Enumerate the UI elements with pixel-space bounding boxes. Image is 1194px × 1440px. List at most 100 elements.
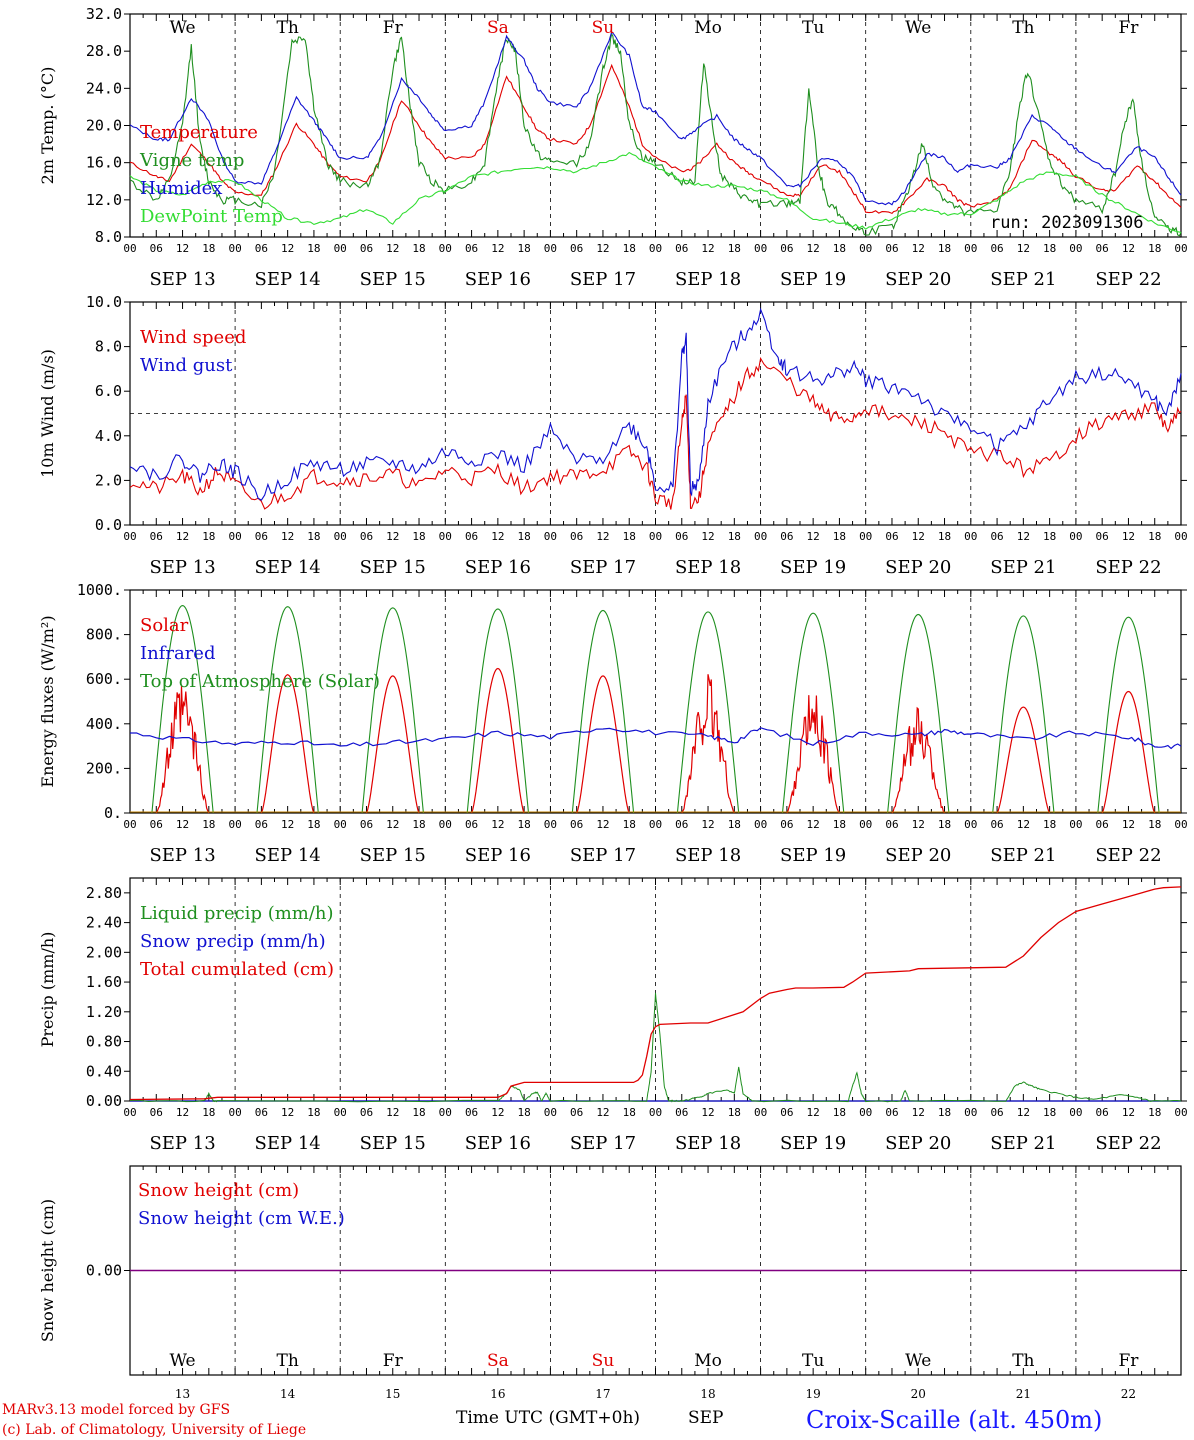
series-line xyxy=(129,32,1182,237)
panel-temp: 8.0 12.0 16.0 20.0 24.0 28.0 32.0 2m Temp. (°C)… xyxy=(38,5,1188,290)
weekday-label: Th xyxy=(277,1351,299,1371)
hour-tick-label: 18 xyxy=(728,242,741,255)
hour-tick-label: 06 xyxy=(570,818,583,831)
y-tick-label: 400. xyxy=(86,715,122,733)
day-number-label: 16 xyxy=(490,1387,505,1401)
y-axis-label: 10m Wind (m/s) xyxy=(38,349,57,478)
hour-tick-label: 00 xyxy=(228,1106,241,1119)
date-label: SEP 13 xyxy=(149,269,215,290)
hour-tick-label: 12 xyxy=(912,818,925,831)
hour-tick-label: 00 xyxy=(334,530,347,543)
hour-tick-label: 12 xyxy=(491,242,504,255)
weekday-label: Fr xyxy=(383,1351,404,1371)
hour-tick-label: 18 xyxy=(202,530,215,543)
date-label: SEP 22 xyxy=(1095,1133,1161,1154)
hour-tick-label: 18 xyxy=(728,1106,741,1119)
weekday-label: We xyxy=(169,1351,195,1371)
hour-tick-label: 00 xyxy=(334,818,347,831)
date-label: SEP 22 xyxy=(1095,557,1161,578)
hour-tick-label: 06 xyxy=(780,530,793,543)
hour-tick-label: 00 xyxy=(1069,530,1082,543)
x-axis-title: Time UTC (GMT+0h) xyxy=(456,1408,640,1428)
hour-tick-label: 06 xyxy=(1096,818,1109,831)
legend-infrared: Infrared xyxy=(140,643,215,664)
date-label: SEP 22 xyxy=(1095,269,1161,290)
date-label: SEP 13 xyxy=(149,1133,215,1154)
date-label: SEP 14 xyxy=(255,845,321,866)
hour-tick-label: 18 xyxy=(412,530,425,543)
hour-tick-label: 12 xyxy=(596,1106,609,1119)
toa-curve xyxy=(781,612,845,814)
hour-tick-label: 06 xyxy=(885,818,898,831)
y-tick-label: 0.40 xyxy=(86,1062,122,1080)
y-tick-label: 2.40 xyxy=(86,914,122,932)
hour-tick-label: 12 xyxy=(1122,1106,1135,1119)
hour-tick-label: 00 xyxy=(649,1106,662,1119)
hour-tick-label: 06 xyxy=(885,530,898,543)
hour-tick-label: 06 xyxy=(1096,530,1109,543)
hour-tick-label: 18 xyxy=(728,818,741,831)
hour-tick-label: 18 xyxy=(412,242,425,255)
weekday-label: Fr xyxy=(383,18,404,38)
date-label: SEP 16 xyxy=(465,269,531,290)
y-tick-label: 200. xyxy=(86,759,122,777)
y-tick-label: 1.20 xyxy=(86,1003,122,1021)
hour-tick-label: 12 xyxy=(701,1106,714,1119)
day-number-label: 20 xyxy=(911,1387,926,1401)
date-label: SEP 18 xyxy=(675,269,741,290)
hour-tick-label: 12 xyxy=(1017,818,1030,831)
y-tick-label: 28.0 xyxy=(86,42,122,60)
weekday-label: Sa xyxy=(487,18,509,38)
hour-tick-label: 12 xyxy=(1122,242,1135,255)
date-label: SEP 21 xyxy=(990,557,1056,578)
toa-curve xyxy=(361,607,424,814)
date-label: SEP 14 xyxy=(255,269,321,290)
hour-tick-label: 00 xyxy=(964,242,977,255)
hour-tick-label: 12 xyxy=(596,530,609,543)
hour-tick-label: 18 xyxy=(1043,530,1056,543)
hour-tick-label: 00 xyxy=(1069,818,1082,831)
hour-tick-label: 06 xyxy=(465,1106,478,1119)
hour-tick-label: 12 xyxy=(176,1106,189,1119)
weekday-label: Th xyxy=(1012,1351,1034,1371)
date-label: SEP 15 xyxy=(360,1133,426,1154)
y-axis-label: Energy fluxes (W/m²) xyxy=(38,615,57,787)
solar-curve xyxy=(471,667,525,814)
hour-tick-label: 12 xyxy=(281,818,294,831)
legend-temperature: Temperature xyxy=(140,122,258,143)
weekday-label: We xyxy=(905,18,931,38)
hour-tick-label: 12 xyxy=(281,530,294,543)
panel-precip: 0.00 0.40 0.80 1.20 1.60 2.00 2.40 2.80 Precip (… xyxy=(38,877,1188,1154)
month-label: SEP xyxy=(688,1408,724,1428)
toa-curve xyxy=(676,611,740,814)
weekday-label: Tu xyxy=(802,1351,824,1371)
series-line xyxy=(129,30,1182,206)
date-label: SEP 18 xyxy=(675,557,741,578)
day-number-label: 15 xyxy=(385,1387,400,1401)
hour-tick-label: 18 xyxy=(202,1106,215,1119)
day-number-label: 14 xyxy=(280,1387,296,1401)
day-number-label: 13 xyxy=(175,1387,190,1401)
hour-tick-label: 12 xyxy=(701,242,714,255)
hour-tick-label: 06 xyxy=(255,1106,268,1119)
hour-tick-label: 00 xyxy=(1069,1106,1082,1119)
hour-tick-label: 06 xyxy=(465,530,478,543)
liquid-precip-line xyxy=(129,992,1182,1103)
hour-tick-label: 00 xyxy=(123,242,136,255)
hour-tick-label: 00 xyxy=(439,530,452,543)
date-label: SEP 13 xyxy=(149,845,215,866)
panel-energy: 0. 200. 400. 600. 800. 1000. Energy fluxes (W/… xyxy=(38,581,1188,866)
weekday-label: Su xyxy=(592,18,615,38)
date-label: SEP 20 xyxy=(885,1133,951,1154)
hour-tick-label: 18 xyxy=(728,530,741,543)
hour-tick-label: 12 xyxy=(596,818,609,831)
panel-wind: 0.0 2.0 4.0 6.0 8.0 10.0 10m Wind (m/s) 00 06 12 1… xyxy=(38,293,1188,578)
date-label: SEP 13 xyxy=(149,557,215,578)
hour-tick-label: 00 xyxy=(964,1106,977,1119)
weekday-label: Sa xyxy=(487,1351,509,1371)
hour-tick-label: 00 xyxy=(544,818,557,831)
hour-tick-label: 18 xyxy=(307,242,320,255)
hour-tick-label: 00 xyxy=(1174,242,1187,255)
hour-tick-label: 00 xyxy=(754,1106,767,1119)
hour-tick-label: 12 xyxy=(807,1106,820,1119)
